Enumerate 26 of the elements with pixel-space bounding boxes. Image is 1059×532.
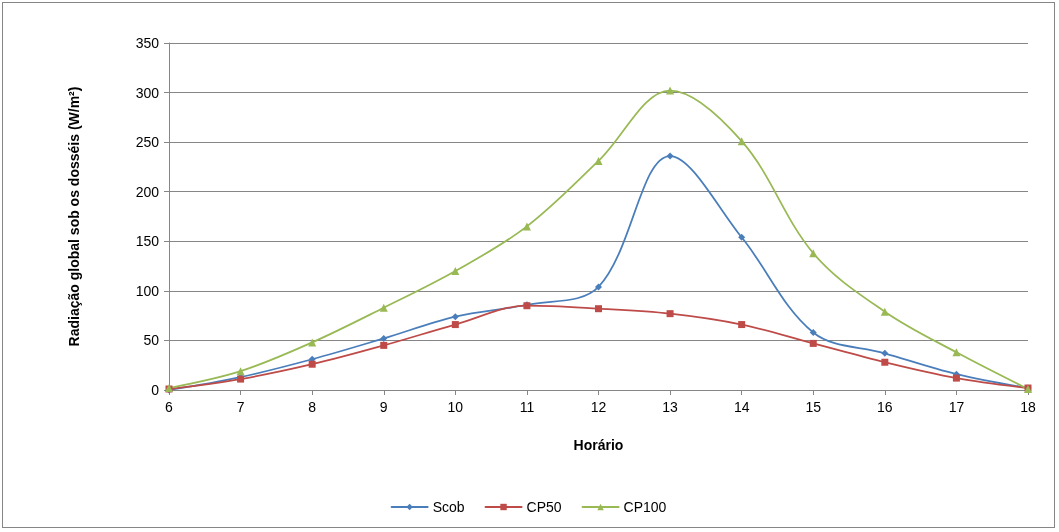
y-tick-label: 0: [151, 382, 160, 398]
x-tick-label: 7: [236, 399, 245, 415]
y-tick-label: 300: [135, 84, 160, 101]
x-tick-label: 14: [733, 399, 750, 415]
x-tick-label: 6: [165, 399, 174, 415]
y-tick-label: 150: [135, 233, 160, 250]
x-tick-label: 8: [308, 399, 317, 415]
y-tick-label: 200: [135, 183, 160, 200]
x-tick-label: 18: [1020, 399, 1036, 415]
x-tick-label: 13: [662, 399, 679, 415]
x-tick-label: 10: [447, 399, 464, 415]
y-tick-label: 100: [135, 282, 160, 299]
x-tick-label: 16: [877, 399, 893, 415]
x-tick-label: 17: [948, 399, 965, 415]
x-tick-label: 9: [379, 399, 388, 415]
y-tick-label: 50: [143, 332, 160, 349]
y-axis-title: Radiação global sob os dosséis (W/m²): [66, 86, 82, 347]
x-tick-label: 11: [519, 399, 535, 415]
y-tick-label: 250: [135, 134, 160, 151]
legend-label: CP50: [526, 499, 562, 515]
x-tick-label: 15: [805, 399, 822, 415]
legend-label: Scob: [432, 499, 465, 515]
x-axis-title: Horário: [573, 437, 624, 453]
y-tick-label: 350: [135, 35, 160, 51]
x-tick-label: 12: [590, 399, 607, 415]
legend-label: CP100: [623, 499, 667, 515]
